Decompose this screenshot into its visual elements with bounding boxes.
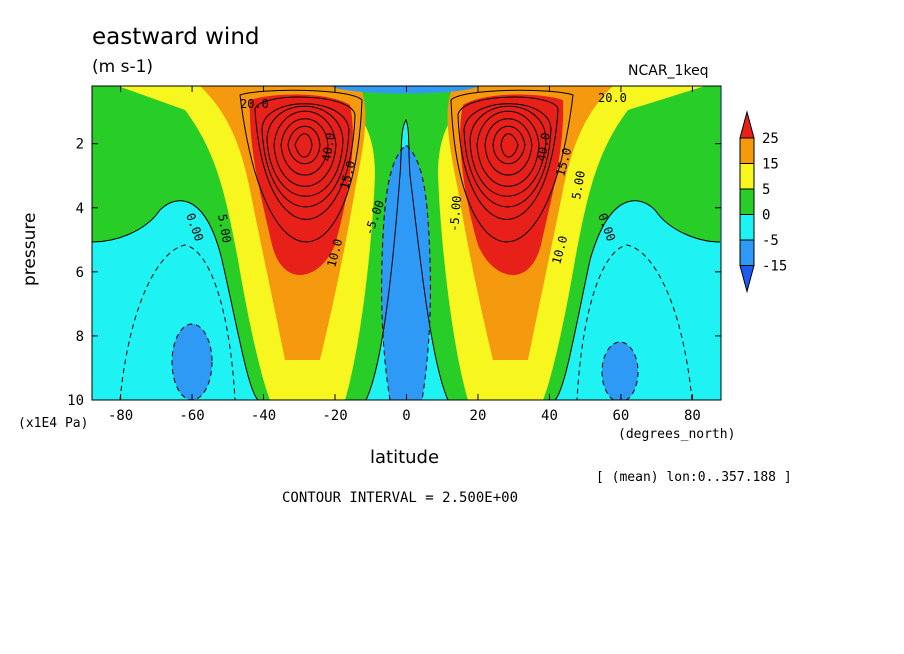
x-axis-ticks: -80 -60 -40 -20 0 20 40 60 80: [108, 86, 701, 424]
colorbar-box: [739, 188, 755, 215]
field-blue-south-high-lat: [172, 324, 212, 400]
x-tick-label: -20: [322, 408, 347, 424]
x-tick-label: 80: [684, 408, 701, 424]
x-tick-label: -80: [108, 408, 133, 424]
x-axis-label: latitude: [370, 447, 440, 468]
contour-label: 40.0: [319, 132, 338, 163]
y-axis-unit: (x1E4 Pa): [18, 416, 89, 431]
contour-label: -5.00: [447, 195, 464, 232]
colorbar-box: [739, 163, 755, 190]
field-blue-north-high-lat: [602, 342, 638, 400]
field-blue-top: [330, 86, 480, 94]
y-tick-label: 2: [76, 137, 84, 153]
colorbar-box: [739, 137, 755, 164]
x-axis-unit: (degrees_north): [618, 427, 736, 442]
contour-label: 20.0: [598, 91, 627, 105]
x-tick-label: -60: [179, 408, 204, 424]
contour-label: 20.0: [240, 97, 269, 111]
y-tick-label: 8: [76, 329, 84, 345]
contour-label: 5.00: [215, 213, 234, 244]
chart-units: (m s-1): [92, 57, 154, 77]
contour-label: 40.0: [534, 132, 553, 163]
x-tick-label: 20: [470, 408, 487, 424]
field-blue-equatorial: [381, 145, 431, 400]
colorbar-label: -5: [762, 233, 779, 249]
colorbar-cap-top: [739, 110, 755, 139]
colorbar-label: 0: [762, 208, 770, 224]
y-tick-label: 6: [76, 265, 84, 281]
x-tick-label: -40: [251, 408, 276, 424]
colorbar-label: 25: [762, 131, 779, 147]
colorbar-box: [739, 239, 755, 266]
dataset-label: NCAR_1keq: [628, 63, 709, 79]
contour-jet-north: [450, 89, 574, 243]
contour-zero-lines: [92, 118, 721, 400]
mean-note: [ (mean) lon:0..357.188 ]: [596, 470, 792, 485]
colorbar: 25 15 5 0 -5 -15: [739, 110, 787, 294]
contour-jet-south: [239, 89, 363, 243]
colorbar-box: [739, 214, 755, 241]
contour-lines: [92, 89, 721, 400]
x-tick-label: 40: [541, 408, 558, 424]
colorbar-label: 15: [762, 157, 779, 173]
contour-interval: CONTOUR INTERVAL = 2.500E+00: [282, 490, 519, 506]
colorbar-label: -15: [762, 259, 787, 275]
chart-title: eastward wind: [92, 24, 260, 50]
colorbar-label: 5: [762, 182, 770, 198]
colorbar-cap-bottom: [739, 265, 755, 294]
y-tick-label: 10: [67, 393, 84, 409]
x-tick-label: 0: [402, 408, 410, 424]
x-tick-label: 60: [613, 408, 630, 424]
contour-label: 5.00: [569, 170, 588, 201]
y-tick-label: 4: [76, 201, 84, 217]
contour-dashed: [119, 144, 693, 400]
y-axis-ticks: 2 4 6 8 10: [67, 137, 721, 409]
